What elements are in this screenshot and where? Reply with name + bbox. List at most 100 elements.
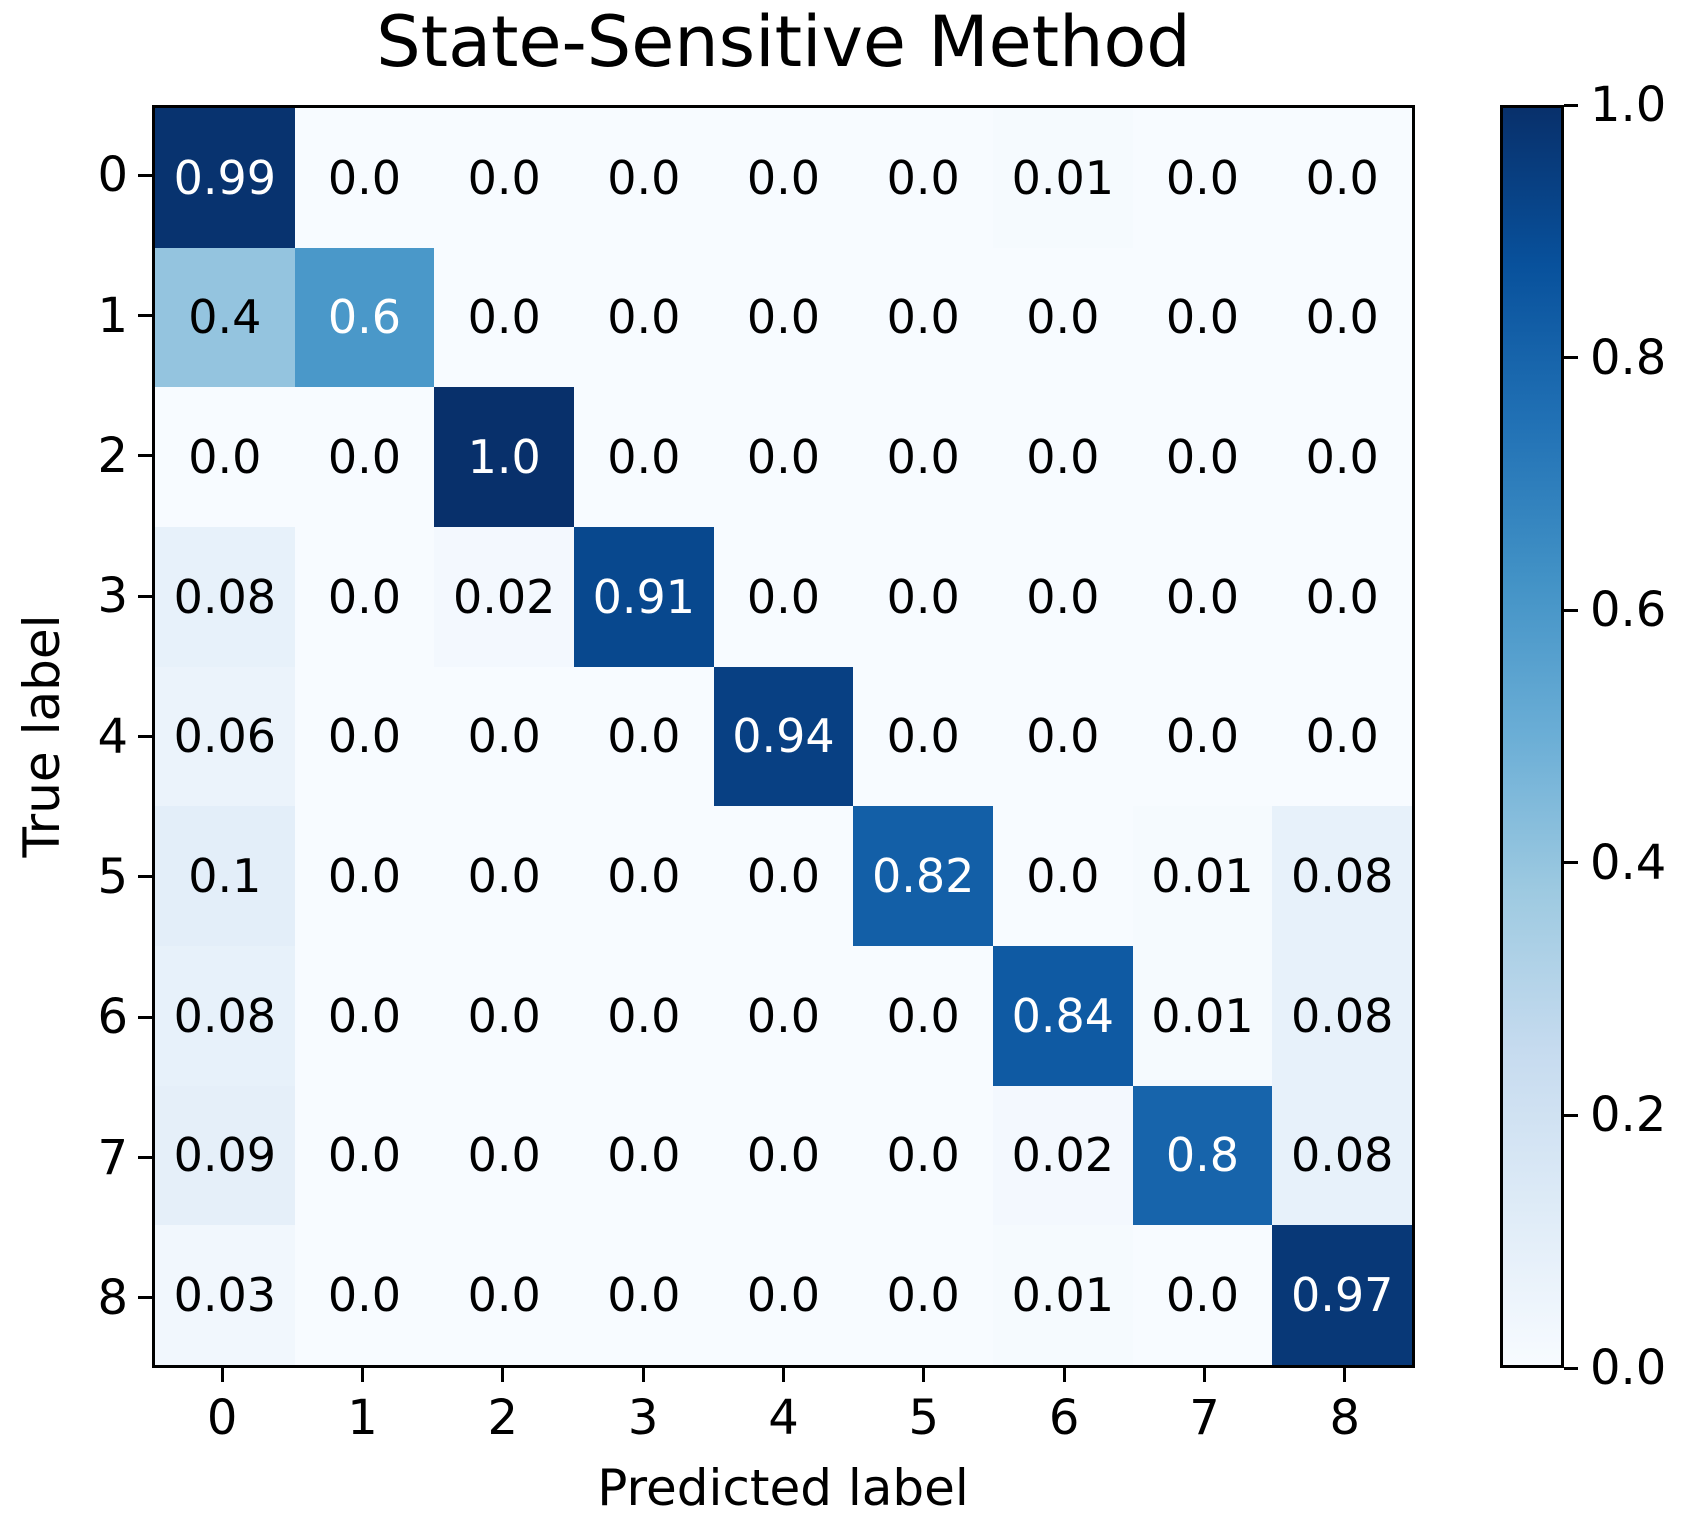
heatmap-cell: 0.01 <box>1132 806 1273 946</box>
x-axis-label: Predicted label <box>597 1459 969 1517</box>
heatmap-cell: 0.02 <box>993 1085 1133 1226</box>
heatmap-cell: 0.0 <box>853 1085 993 1226</box>
y-tick-mark <box>138 594 152 598</box>
heatmap-cell: 0.0 <box>434 946 574 1086</box>
heatmap-cell: 0.0 <box>434 806 574 946</box>
heatmap-cell: 0.0 <box>294 806 435 946</box>
x-tick-label: 6 <box>1048 1390 1080 1446</box>
heatmap-cell: 0.6 <box>294 247 435 388</box>
heatmap-cell: 0.0 <box>1272 527 1412 667</box>
colorbar-tick-label: 0.6 <box>1590 582 1667 639</box>
x-tick-mark <box>922 1368 926 1382</box>
heatmap-cell: 1.0 <box>434 387 574 527</box>
heatmap-cell: 0.0 <box>294 666 435 807</box>
y-tick-mark <box>138 1296 152 1300</box>
heatmap-cell: 0.0 <box>853 527 993 667</box>
heatmap-cell: 0.0 <box>1272 387 1412 527</box>
x-tick-mark <box>361 1368 364 1382</box>
x-tick-label: 8 <box>1329 1390 1361 1446</box>
y-tick-mark <box>138 1015 152 1019</box>
y-tick-label: 4 <box>97 708 128 765</box>
heatmap-cell: 0.0 <box>713 387 854 527</box>
x-tick-label: 0 <box>206 1390 238 1446</box>
heatmap-cell: 0.0 <box>853 108 993 248</box>
heatmap-cell: 0.0 <box>574 946 714 1086</box>
heatmap-cell: 0.0 <box>574 666 714 807</box>
x-tick-mark <box>501 1368 505 1382</box>
heatmap-cell: 0.0 <box>434 666 574 807</box>
y-tick-label: 7 <box>97 1129 128 1186</box>
heatmap-cell: 0.0 <box>853 946 993 1086</box>
x-tick-label: 2 <box>487 1390 519 1446</box>
heatmap-cell: 0.0 <box>993 666 1133 807</box>
heatmap-cell: 0.1 <box>155 806 295 946</box>
y-tick-label: 3 <box>97 568 128 625</box>
heatmap-cell: 0.94 <box>713 666 854 807</box>
colorbar-tick-mark <box>1564 1366 1578 1370</box>
heatmap-cell: 0.82 <box>853 806 993 946</box>
colorbar-tick-label: 0.2 <box>1590 1087 1667 1144</box>
colorbar-tick-mark <box>1564 861 1578 865</box>
heatmap-cell: 0.06 <box>155 666 295 807</box>
heatmap-cell: 0.97 <box>1272 1225 1412 1365</box>
colorbar-tick-label: 0.0 <box>1590 1340 1667 1396</box>
x-tick-label: 5 <box>908 1390 940 1446</box>
colorbar-tick-mark <box>1564 103 1578 107</box>
heatmap-cell: 0.0 <box>993 247 1133 388</box>
heatmap-cell: 0.0 <box>434 247 574 388</box>
y-tick-mark <box>138 1156 152 1159</box>
y-tick-mark <box>138 314 152 317</box>
y-tick-label: 6 <box>97 989 128 1046</box>
heatmap-cell: 0.09 <box>155 1085 295 1226</box>
x-tick-mark <box>1062 1368 1066 1382</box>
heatmap-cell: 0.0 <box>1132 666 1273 807</box>
heatmap-cell: 0.0 <box>1272 108 1412 248</box>
colorbar-tick-label: 0.8 <box>1590 329 1667 386</box>
y-tick-mark <box>138 173 152 177</box>
x-tick-label: 1 <box>347 1390 378 1446</box>
x-tick-mark <box>782 1368 785 1382</box>
heatmap-cell: 0.0 <box>574 247 714 388</box>
heatmap-cell: 0.0 <box>993 806 1133 946</box>
heatmap-cell: 0.0 <box>993 387 1133 527</box>
heatmap-cell: 0.0 <box>294 1225 435 1365</box>
heatmap-cell: 0.0 <box>155 387 295 527</box>
heatmap-cell: 0.08 <box>155 946 295 1086</box>
x-tick-label: 4 <box>768 1390 799 1446</box>
heatmap-cell: 0.0 <box>713 1225 854 1365</box>
heatmap-cell: 0.0 <box>294 108 435 248</box>
heatmap-cell: 0.0 <box>1132 387 1273 527</box>
heatmap-cell: 0.0 <box>574 806 714 946</box>
heatmap-cell: 0.99 <box>155 108 295 248</box>
x-tick-label: 3 <box>627 1390 659 1446</box>
y-tick-mark <box>138 735 152 738</box>
heatmap-cell: 0.0 <box>294 387 435 527</box>
heatmap-cell: 0.0 <box>294 527 435 667</box>
heatmap-grid: 0.99 0.0 0.0 0.0 0.0 0.0 0.01 0.0 0.0 0.4 0.6 0.0 0.… <box>152 105 1415 1368</box>
colorbar-tick-label: 0.4 <box>1590 834 1667 891</box>
colorbar-gradient <box>1500 105 1564 1368</box>
heatmap-cell: 0.0 <box>574 1225 714 1365</box>
heatmap-cell: 0.4 <box>155 247 295 388</box>
x-tick-mark <box>220 1368 224 1382</box>
colorbar-tick-mark <box>1564 356 1578 360</box>
heatmap-cell: 0.0 <box>1132 108 1273 248</box>
heatmap-cell: 0.08 <box>1272 946 1412 1086</box>
y-tick-label: 1 <box>97 287 128 344</box>
y-tick-label: 0 <box>97 147 128 204</box>
heatmap-cell: 0.0 <box>434 108 574 248</box>
heatmap-cell: 0.01 <box>993 1225 1133 1365</box>
heatmap-cell: 0.08 <box>155 527 295 667</box>
heatmap-cell: 0.0 <box>713 806 854 946</box>
heatmap-cell: 0.0 <box>713 527 854 667</box>
colorbar-tick-mark <box>1564 608 1578 612</box>
heatmap-cell: 0.0 <box>434 1225 574 1365</box>
heatmap-cell: 0.0 <box>574 1085 714 1226</box>
y-tick-mark <box>138 875 152 879</box>
heatmap-cell: 0.8 <box>1132 1085 1273 1226</box>
colorbar-tick-label: 1.0 <box>1590 77 1667 133</box>
x-tick-label: 7 <box>1189 1390 1220 1446</box>
x-tick-mark <box>1343 1368 1347 1382</box>
heatmap-cell: 0.0 <box>294 946 435 1086</box>
